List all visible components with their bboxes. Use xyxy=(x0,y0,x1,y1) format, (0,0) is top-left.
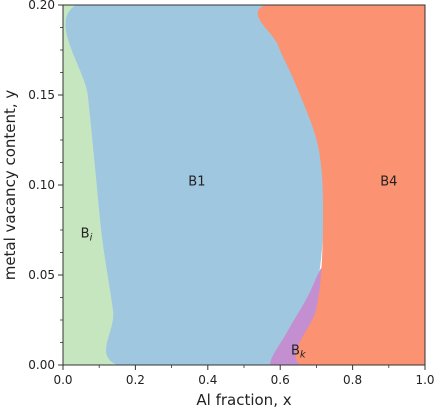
y-tick-label: 0.00 xyxy=(28,358,55,372)
region-label-b4: B4 xyxy=(380,174,397,189)
x-tick-label: 0.2 xyxy=(126,373,145,387)
ticks-layer: 0.0 0.2 0.4 0.6 0.8 1.0 0.00 0.05 0.10 0.15 0.20 xyxy=(28,0,434,387)
region-b4 xyxy=(257,5,425,365)
y-tick-label: 0.20 xyxy=(28,0,55,12)
region-labels-layer: Bi B1 Bk B4 xyxy=(81,174,398,360)
x-tick-label: 0.0 xyxy=(53,373,72,387)
y-axis-title: metal vacancy content, y xyxy=(1,90,19,281)
x-tick-label: 0.4 xyxy=(198,373,217,387)
region-label-b1: B1 xyxy=(188,174,205,189)
x-tick-label: 0.8 xyxy=(343,373,362,387)
region-label-bi: Bi xyxy=(81,227,93,244)
y-tick-label: 0.15 xyxy=(28,88,55,102)
y-tick-label: 0.10 xyxy=(28,178,55,192)
regions-layer xyxy=(63,5,425,365)
region-label-bk: Bk xyxy=(291,344,307,361)
x-axis-title: Al fraction, x xyxy=(196,391,291,409)
y-tick-label: 0.05 xyxy=(28,268,55,282)
x-tick-label: 1.0 xyxy=(415,373,434,387)
x-tick-label: 0.6 xyxy=(271,373,290,387)
